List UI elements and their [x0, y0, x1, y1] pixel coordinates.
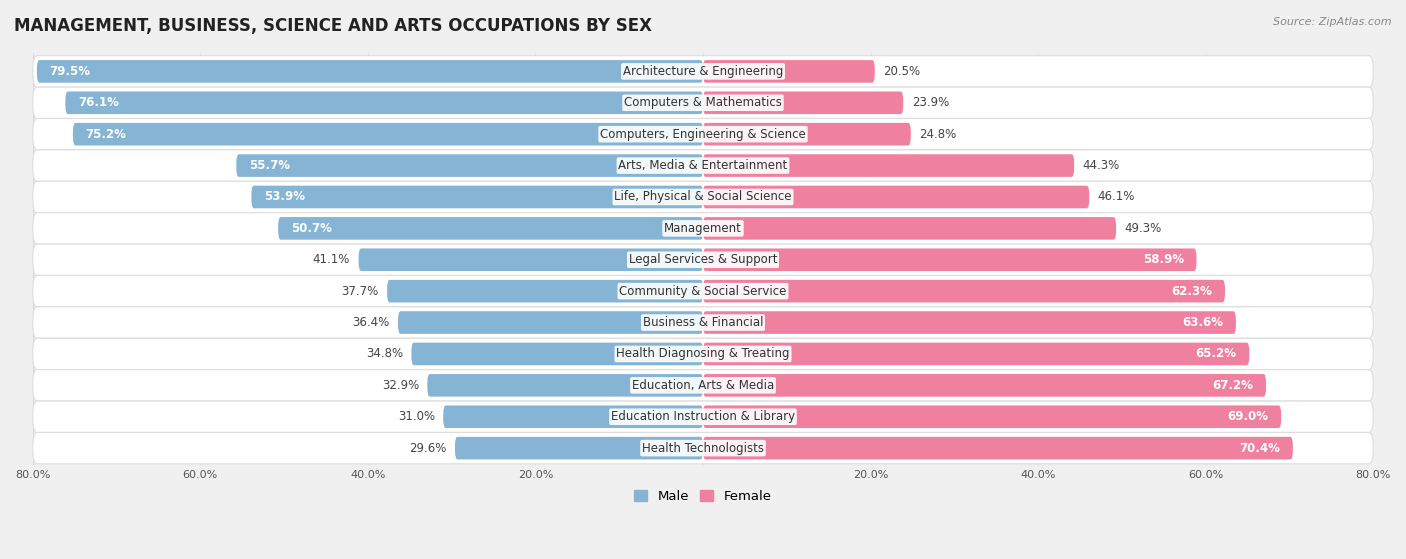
Text: 29.6%: 29.6%: [409, 442, 447, 454]
FancyBboxPatch shape: [703, 343, 1250, 365]
Text: 58.9%: 58.9%: [1143, 253, 1184, 266]
Text: Health Diagnosing & Treating: Health Diagnosing & Treating: [616, 348, 790, 361]
FancyBboxPatch shape: [703, 186, 1090, 209]
Text: 37.7%: 37.7%: [342, 285, 378, 297]
Text: 24.8%: 24.8%: [920, 127, 956, 141]
FancyBboxPatch shape: [703, 154, 1074, 177]
Text: Life, Physical & Social Science: Life, Physical & Social Science: [614, 191, 792, 203]
Text: 76.1%: 76.1%: [77, 96, 120, 110]
FancyBboxPatch shape: [703, 60, 875, 83]
Text: Health Technologists: Health Technologists: [643, 442, 763, 454]
FancyBboxPatch shape: [456, 437, 703, 459]
Text: 62.3%: 62.3%: [1171, 285, 1212, 297]
Text: 55.7%: 55.7%: [249, 159, 290, 172]
Text: 63.6%: 63.6%: [1182, 316, 1223, 329]
FancyBboxPatch shape: [398, 311, 703, 334]
Text: 36.4%: 36.4%: [353, 316, 389, 329]
FancyBboxPatch shape: [359, 248, 703, 271]
Text: 50.7%: 50.7%: [291, 222, 332, 235]
FancyBboxPatch shape: [32, 87, 1374, 119]
Text: 46.1%: 46.1%: [1098, 191, 1135, 203]
Text: MANAGEMENT, BUSINESS, SCIENCE AND ARTS OCCUPATIONS BY SEX: MANAGEMENT, BUSINESS, SCIENCE AND ARTS O…: [14, 17, 652, 35]
Text: Computers & Mathematics: Computers & Mathematics: [624, 96, 782, 110]
Text: 31.0%: 31.0%: [398, 410, 434, 423]
Text: Source: ZipAtlas.com: Source: ZipAtlas.com: [1274, 17, 1392, 27]
FancyBboxPatch shape: [703, 437, 1294, 459]
Text: 75.2%: 75.2%: [86, 127, 127, 141]
Text: 32.9%: 32.9%: [381, 379, 419, 392]
Text: Education Instruction & Library: Education Instruction & Library: [612, 410, 794, 423]
FancyBboxPatch shape: [443, 405, 703, 428]
FancyBboxPatch shape: [65, 92, 703, 114]
FancyBboxPatch shape: [32, 244, 1374, 276]
Text: Computers, Engineering & Science: Computers, Engineering & Science: [600, 127, 806, 141]
FancyBboxPatch shape: [37, 60, 703, 83]
Text: Management: Management: [664, 222, 742, 235]
Text: Legal Services & Support: Legal Services & Support: [628, 253, 778, 266]
FancyBboxPatch shape: [387, 280, 703, 302]
FancyBboxPatch shape: [32, 276, 1374, 307]
FancyBboxPatch shape: [703, 92, 903, 114]
Text: 69.0%: 69.0%: [1227, 410, 1268, 423]
Text: 53.9%: 53.9%: [264, 191, 305, 203]
FancyBboxPatch shape: [32, 181, 1374, 212]
Text: 67.2%: 67.2%: [1212, 379, 1254, 392]
FancyBboxPatch shape: [32, 307, 1374, 338]
FancyBboxPatch shape: [73, 123, 703, 145]
FancyBboxPatch shape: [236, 154, 703, 177]
FancyBboxPatch shape: [32, 150, 1374, 181]
FancyBboxPatch shape: [32, 56, 1374, 87]
Text: 79.5%: 79.5%: [49, 65, 90, 78]
FancyBboxPatch shape: [703, 248, 1197, 271]
Text: 23.9%: 23.9%: [911, 96, 949, 110]
FancyBboxPatch shape: [252, 186, 703, 209]
Text: 44.3%: 44.3%: [1083, 159, 1119, 172]
FancyBboxPatch shape: [703, 217, 1116, 240]
FancyBboxPatch shape: [32, 212, 1374, 244]
FancyBboxPatch shape: [703, 123, 911, 145]
FancyBboxPatch shape: [703, 311, 1236, 334]
FancyBboxPatch shape: [32, 369, 1374, 401]
FancyBboxPatch shape: [32, 401, 1374, 433]
FancyBboxPatch shape: [703, 374, 1265, 397]
Legend: Male, Female: Male, Female: [628, 485, 778, 508]
Text: Arts, Media & Entertainment: Arts, Media & Entertainment: [619, 159, 787, 172]
FancyBboxPatch shape: [427, 374, 703, 397]
Text: Community & Social Service: Community & Social Service: [619, 285, 787, 297]
Text: 41.1%: 41.1%: [314, 253, 350, 266]
Text: 20.5%: 20.5%: [883, 65, 921, 78]
FancyBboxPatch shape: [278, 217, 703, 240]
FancyBboxPatch shape: [703, 280, 1225, 302]
Text: 70.4%: 70.4%: [1240, 442, 1281, 454]
Text: Education, Arts & Media: Education, Arts & Media: [631, 379, 775, 392]
Text: Business & Financial: Business & Financial: [643, 316, 763, 329]
Text: 49.3%: 49.3%: [1125, 222, 1161, 235]
FancyBboxPatch shape: [32, 338, 1374, 369]
FancyBboxPatch shape: [703, 405, 1281, 428]
FancyBboxPatch shape: [32, 119, 1374, 150]
FancyBboxPatch shape: [412, 343, 703, 365]
Text: Architecture & Engineering: Architecture & Engineering: [623, 65, 783, 78]
FancyBboxPatch shape: [32, 433, 1374, 464]
Text: 34.8%: 34.8%: [366, 348, 404, 361]
Text: 65.2%: 65.2%: [1195, 348, 1237, 361]
